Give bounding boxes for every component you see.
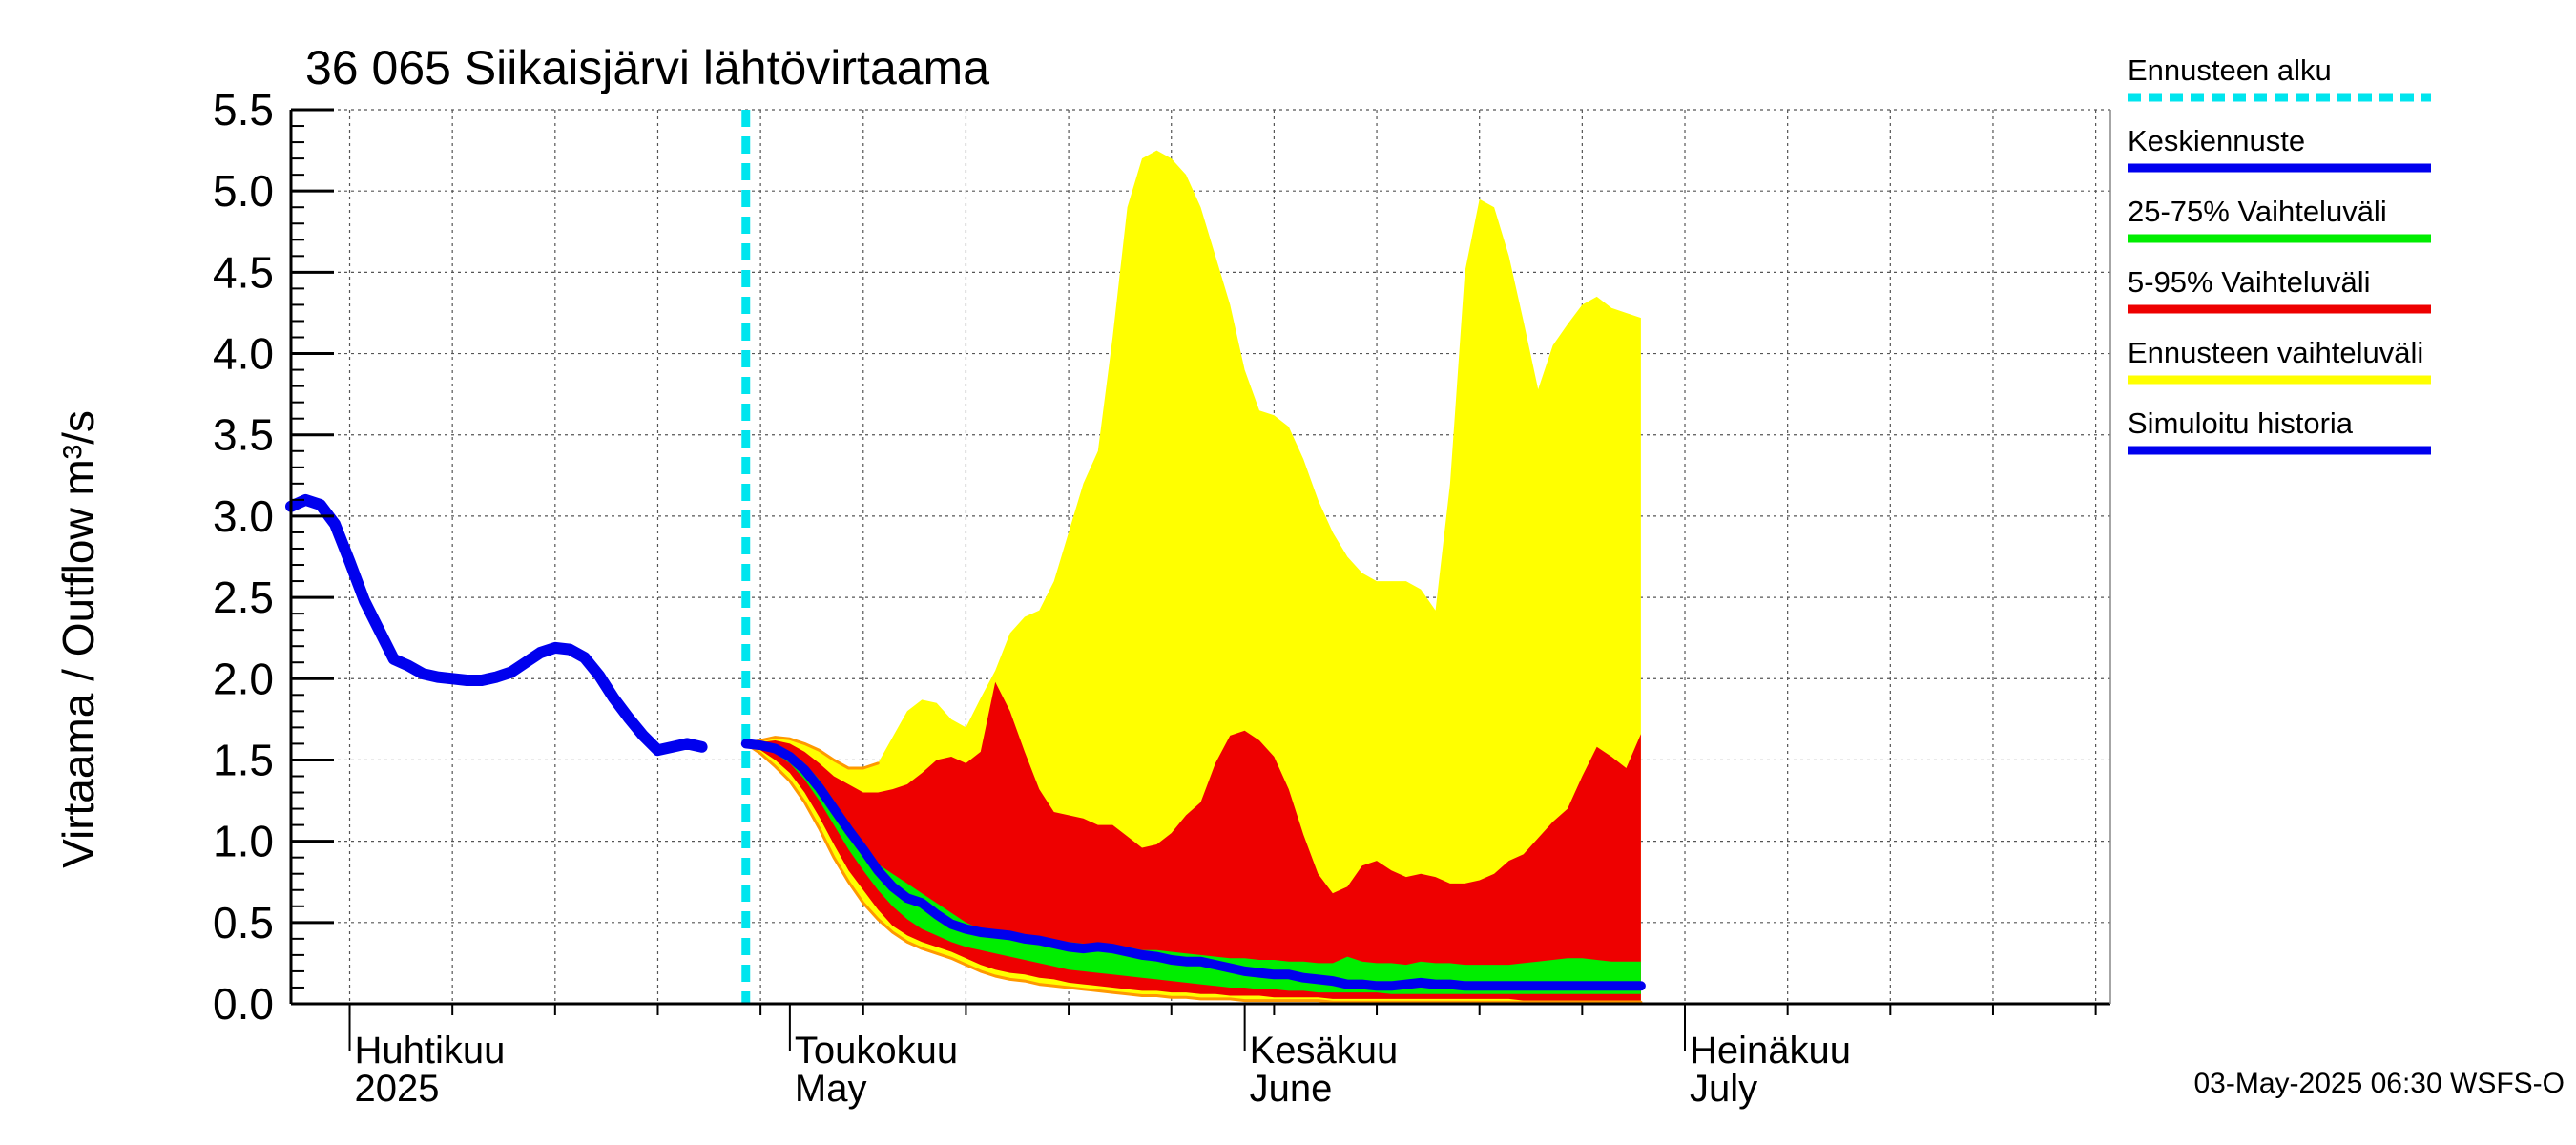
month-label-en: June: [1250, 1068, 1333, 1110]
y-tick-labels: 0.0 0.5 1.0 1.5 2.0 2.5 3.0 3.5 4.0 4.5 5.0 5.5: [213, 85, 274, 1029]
legend-label: Ennusteen alku: [2128, 53, 2332, 87]
legend-label: Keskiennuste: [2128, 124, 2305, 157]
band-5-95: [745, 681, 1641, 1001]
y-tick-label: 0.0: [213, 979, 274, 1029]
legend-label: Ennusteen vaihteluväli: [2128, 336, 2423, 369]
y-tick-label: 2.0: [213, 654, 274, 703]
y-tick-label: 4.0: [213, 329, 274, 379]
y-tick-label: 1.0: [213, 817, 274, 866]
y-tick-label: 5.0: [213, 166, 274, 216]
history-line: [285, 493, 708, 757]
month-label-en: July: [1690, 1068, 1757, 1110]
legend: Ennusteen alku Keskiennuste 25-75% Vaihtel…: [2128, 53, 2431, 455]
y-tick-label: 3.5: [213, 410, 274, 460]
month-label-fi: Heinäkuu: [1690, 1030, 1851, 1072]
legend-label: 25-75% Vaihteluväli: [2128, 195, 2387, 228]
y-tick-label: 3.0: [213, 491, 274, 541]
y-axis-label: Virtaama / Outflow m³/s: [53, 410, 103, 868]
band-lower-edge: [744, 741, 1643, 1004]
y-tick-label: 2.5: [213, 572, 274, 622]
forecast-lines: [285, 110, 1646, 1004]
median-forecast-line: [740, 739, 1646, 991]
month-label-fi: Huhtikuu: [355, 1030, 506, 1072]
y-tick-label: 0.5: [213, 898, 274, 947]
axes: [289, 108, 2111, 1051]
legend-label: Simuloitu historia: [2128, 406, 2354, 440]
chart-title: 36 065 Siikaisjärvi lähtövirtaama: [305, 41, 989, 94]
y-tick-label: 5.5: [213, 85, 274, 135]
y-tick-label: 1.5: [213, 735, 274, 784]
y-tick-label: 4.5: [213, 247, 274, 297]
legend-label: 5-95% Vaihteluväli: [2128, 265, 2370, 299]
month-label-fi: Kesäkuu: [1250, 1030, 1399, 1072]
month-label-fi: Toukokuu: [795, 1030, 958, 1072]
month-label-en: 2025: [355, 1068, 440, 1110]
month-label-en: May: [795, 1068, 867, 1110]
timestamp: 03-May-2025 06:30 WSFS-O: [2194, 1068, 2566, 1099]
band-upper-edge: [744, 736, 880, 770]
